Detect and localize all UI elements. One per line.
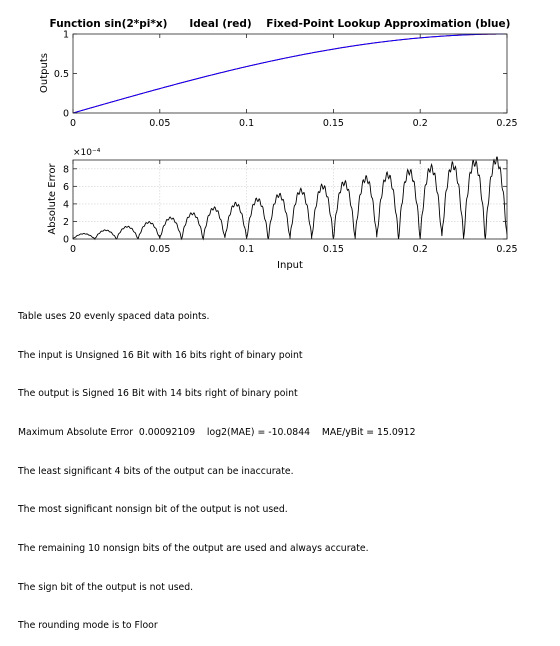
y-tick-label: 0 — [63, 109, 69, 120]
plot-area — [73, 34, 507, 113]
plot-frame — [72, 33, 508, 114]
y-tick-label: 0.5 — [54, 69, 69, 80]
error-plot: 0 0.05 0.1 0.15 0.2 0.25 0 2 4 6 8 ×10⁻⁴ Absolute … — [47, 148, 518, 271]
x-tick-label: 0 — [70, 244, 76, 255]
approximation-series-line — [72, 33, 507, 114]
x-tick-label: 0.1 — [239, 244, 254, 255]
x-tick-label: 0.25 — [496, 244, 517, 255]
x-tick-label: 0.2 — [413, 118, 428, 129]
note-line: The most significant nonsign bit of the … — [18, 504, 288, 516]
y-tick-label: 6 — [63, 182, 69, 193]
plot-area — [73, 160, 507, 239]
y-tick-label: 0 — [63, 235, 69, 246]
bottom-axis-ticks: 0 0.05 0.1 0.15 0.2 0.25 0 2 4 6 8 — [63, 160, 518, 255]
outputs-plot: Function sin(2*pi*x) Ideal (red) Fixed-P… — [39, 18, 518, 129]
y-tick-label: 1 — [63, 30, 69, 41]
figure: Function sin(2*pi*x) Ideal (red) Fixed-P… — [39, 18, 518, 271]
y-tick-label: 4 — [63, 199, 69, 210]
y-axis-label: Outputs — [39, 53, 50, 93]
x-tick-label: 0.1 — [239, 118, 254, 129]
x-tick-label: 0.15 — [323, 244, 344, 255]
note-line: Maximum Absolute Error 0.00092109 log2(M… — [18, 426, 416, 438]
x-tick-label: 0.05 — [149, 118, 170, 129]
note-line: The sign bit of the output is not used. — [18, 581, 194, 593]
x-tick-label: 0.2 — [413, 244, 428, 255]
x-tick-label: 0.05 — [149, 244, 170, 255]
y-tick-label: 8 — [63, 164, 69, 175]
x-tick-label: 0 — [70, 118, 76, 129]
analysis-notes: Table uses 20 evenly spaced data points.… — [18, 285, 416, 646]
x-axis-label: Input — [277, 260, 303, 271]
exponent-label: ×10⁻⁴ — [73, 148, 101, 158]
note-line: The rounding mode is to Floor — [18, 620, 158, 632]
y-tick-label: 2 — [63, 217, 69, 228]
x-tick-label: 0.15 — [323, 118, 344, 129]
y-axis-label: Absolute Error — [47, 162, 58, 234]
plot-frame — [72, 159, 508, 240]
x-tick-label: 0.25 — [496, 118, 517, 129]
note-line: Table uses 20 evenly spaced data points. — [18, 310, 210, 322]
top-axis-ticks: 0 0.05 0.1 0.15 0.2 0.25 0 0.5 1 — [54, 30, 518, 130]
plot-title: Function sin(2*pi*x) Ideal (red) Fixed-P… — [50, 18, 511, 30]
note-line: The input is Unsigned 16 Bit with 16 bit… — [18, 349, 303, 361]
note-line: The remaining 10 nonsign bits of the out… — [18, 543, 369, 555]
note-line: The output is Signed 16 Bit with 14 bits… — [18, 388, 298, 400]
note-line: The least significant 4 bits of the outp… — [18, 465, 294, 477]
